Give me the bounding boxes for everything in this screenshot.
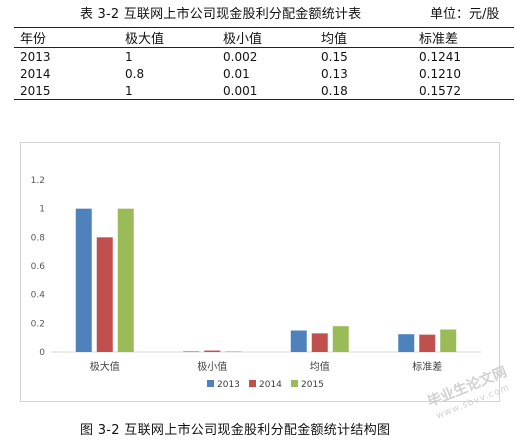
- legend-label-2015: 2015: [301, 380, 324, 390]
- header-std: 标准差: [419, 32, 459, 47]
- x-category-label: 极小值: [197, 360, 227, 373]
- legend-label-2013: 2013: [217, 380, 240, 390]
- table-row: 2013 1 0.002 0.15 0.1241: [14, 48, 514, 66]
- table-cell: 0.01: [223, 66, 250, 81]
- bar-2013-2: [290, 330, 307, 352]
- bar-2015-3: [440, 329, 457, 352]
- table-cell: 0.1210: [419, 66, 461, 81]
- table-cell: 2013: [20, 49, 51, 64]
- chart-frame: 0 0.2 0.4 0.6 0.8 1 1.2 极大值 极小值 均值 标准差 2013 2014 2015: [20, 142, 500, 402]
- table-cell: 1: [125, 83, 133, 98]
- bar-2014-3: [419, 334, 436, 352]
- table-row: 2015 1 0.001 0.18 0.1572: [14, 82, 514, 100]
- table-title: 表 3-2 互联网上市公司现金股利分配金额统计表: [80, 7, 362, 22]
- table-unit: 单位：元/股: [430, 7, 500, 22]
- y-tick-label: 0: [39, 348, 45, 358]
- table-cell: 0.1241: [419, 49, 461, 64]
- table-cell: 1: [125, 49, 133, 64]
- y-tick-label: 0.8: [31, 233, 46, 243]
- table-cell: 0.13: [321, 66, 348, 81]
- y-tick-label: 1: [39, 205, 45, 215]
- y-tick-label: 0.6: [31, 262, 46, 272]
- table-row: 2014 0.8 0.01 0.13 0.1210: [14, 65, 514, 82]
- legend-label-2014: 2014: [259, 380, 282, 390]
- bar-2013-3: [398, 334, 415, 352]
- x-category-label: 标准差: [412, 360, 442, 373]
- bar-2013-0: [75, 208, 92, 352]
- table-cell: 0.8: [125, 66, 145, 81]
- header-year: 年份: [20, 32, 47, 47]
- table-cell: 2015: [20, 83, 51, 98]
- header-min: 极小值: [223, 32, 263, 47]
- y-tick-label: 0.2: [31, 319, 45, 329]
- table-cell: 0.1572: [419, 83, 461, 98]
- table-header-row: 年份 极大值 极小值 均值 标准差: [14, 27, 514, 48]
- bar-2015-1: [225, 351, 242, 352]
- bar-2015-0: [117, 208, 134, 352]
- header-mean: 均值: [321, 32, 348, 47]
- bar-2015-2: [332, 326, 349, 352]
- figure-caption: 图 3-2 互联网上市公司现金股利分配金额统计结构图: [80, 423, 391, 438]
- legend-swatch-2013: [207, 380, 214, 387]
- bar-chart: 0 0.2 0.4 0.6 0.8 1 1.2 极大值 极小值 均值 标准差 2013 2014 2015: [31, 176, 481, 390]
- bar-2013-1: [183, 351, 200, 352]
- legend-swatch-2015: [291, 380, 298, 387]
- legend-swatch-2014: [249, 380, 256, 387]
- header-max: 极大值: [125, 32, 165, 47]
- table-cell: 2014: [20, 66, 51, 81]
- bar-2014-1: [204, 350, 221, 352]
- y-tick-label: 1.2: [31, 176, 45, 186]
- x-category-label: 均值: [310, 360, 330, 373]
- bar-2014-2: [311, 333, 328, 352]
- dividend-table: 年份 极大值 极小值 均值 标准差 2013 1 0.002 0.15 0.12…: [14, 27, 514, 100]
- y-tick-label: 0.4: [31, 291, 46, 301]
- bar-2014-0: [96, 237, 113, 352]
- table-cell: 0.002: [223, 49, 258, 64]
- x-category-label: 极大值: [90, 360, 120, 373]
- table-cell: 0.18: [321, 83, 348, 98]
- table-cell: 0.001: [223, 83, 258, 98]
- table-cell: 0.15: [321, 49, 348, 64]
